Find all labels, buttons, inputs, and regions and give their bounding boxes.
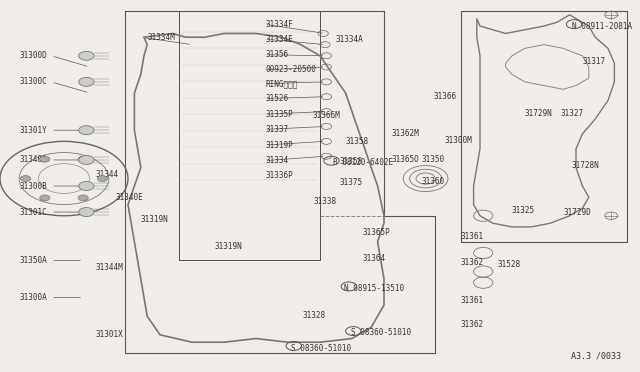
- Text: RINGリング: RINGリング: [266, 79, 298, 88]
- Text: 31344M: 31344M: [96, 263, 124, 272]
- Text: 31301C: 31301C: [19, 208, 47, 217]
- Text: 31301X: 31301X: [96, 330, 124, 339]
- Text: 31327: 31327: [561, 109, 584, 118]
- Text: 31300B: 31300B: [19, 182, 47, 190]
- Text: 31300C: 31300C: [19, 77, 47, 86]
- Circle shape: [79, 77, 94, 86]
- Circle shape: [40, 156, 50, 162]
- Text: 31301Y: 31301Y: [19, 126, 47, 135]
- Text: N 08911-2081A: N 08911-2081A: [572, 22, 632, 31]
- Circle shape: [97, 176, 108, 182]
- Text: 31334F: 31334F: [266, 20, 293, 29]
- Text: 31335P: 31335P: [266, 110, 293, 119]
- Circle shape: [79, 155, 94, 164]
- Text: 31365P: 31365P: [363, 228, 390, 237]
- Text: 31362M: 31362M: [392, 129, 419, 138]
- Text: 31366: 31366: [434, 92, 457, 101]
- Text: A3.3 /0033: A3.3 /0033: [571, 352, 621, 361]
- Text: 31375: 31375: [339, 178, 362, 187]
- Text: 31300M: 31300M: [445, 136, 472, 145]
- Circle shape: [79, 182, 94, 190]
- Text: 31337: 31337: [266, 125, 289, 134]
- Text: 31728N: 31728N: [572, 161, 599, 170]
- Text: 31336P: 31336P: [266, 171, 293, 180]
- Circle shape: [79, 51, 94, 60]
- Text: 00923-20500: 00923-20500: [266, 65, 316, 74]
- Text: 31319N: 31319N: [141, 215, 168, 224]
- Text: 31344: 31344: [96, 170, 119, 179]
- Text: 31317: 31317: [582, 57, 605, 66]
- Text: 31361: 31361: [461, 296, 484, 305]
- Text: 31300A: 31300A: [19, 293, 47, 302]
- Text: 31319P: 31319P: [266, 141, 293, 150]
- Text: 31319N: 31319N: [214, 242, 242, 251]
- Text: 31350A: 31350A: [19, 256, 47, 265]
- Circle shape: [40, 195, 50, 201]
- Text: 31334: 31334: [266, 156, 289, 165]
- Text: 31729N: 31729N: [525, 109, 552, 118]
- Circle shape: [78, 195, 88, 201]
- Text: 31356: 31356: [266, 50, 289, 59]
- Text: 31334E: 31334E: [266, 35, 293, 44]
- Text: 31334M: 31334M: [147, 33, 175, 42]
- Text: 31729D: 31729D: [563, 208, 591, 217]
- Text: 31328: 31328: [302, 311, 325, 320]
- Circle shape: [78, 156, 88, 162]
- Text: 31338: 31338: [314, 197, 337, 206]
- Text: 31358: 31358: [339, 157, 362, 166]
- Text: 31362: 31362: [461, 258, 484, 267]
- Text: S 08360-51010: S 08360-51010: [291, 344, 351, 353]
- Text: 31364: 31364: [363, 254, 386, 263]
- Text: 31360: 31360: [421, 177, 444, 186]
- Text: 31358: 31358: [346, 137, 369, 146]
- Text: 31361: 31361: [461, 232, 484, 241]
- Text: 31340A: 31340A: [19, 155, 47, 164]
- Circle shape: [79, 126, 94, 135]
- Circle shape: [20, 176, 31, 182]
- Text: B 08120-6402E: B 08120-6402E: [333, 158, 393, 167]
- Circle shape: [79, 208, 94, 217]
- Text: 31350: 31350: [421, 155, 444, 164]
- Text: S 08360-51010: S 08360-51010: [351, 328, 411, 337]
- Text: 31340E: 31340E: [115, 193, 143, 202]
- Text: 31362: 31362: [461, 320, 484, 329]
- Text: 31528: 31528: [498, 260, 521, 269]
- Text: N 08915-13510: N 08915-13510: [344, 284, 404, 293]
- Text: 31366M: 31366M: [312, 111, 340, 120]
- Text: 31365O: 31365O: [392, 155, 419, 164]
- Text: 31526: 31526: [266, 94, 289, 103]
- Text: 31325: 31325: [512, 206, 535, 215]
- Text: 31334A: 31334A: [336, 35, 364, 44]
- Text: 31300D: 31300D: [19, 51, 47, 60]
